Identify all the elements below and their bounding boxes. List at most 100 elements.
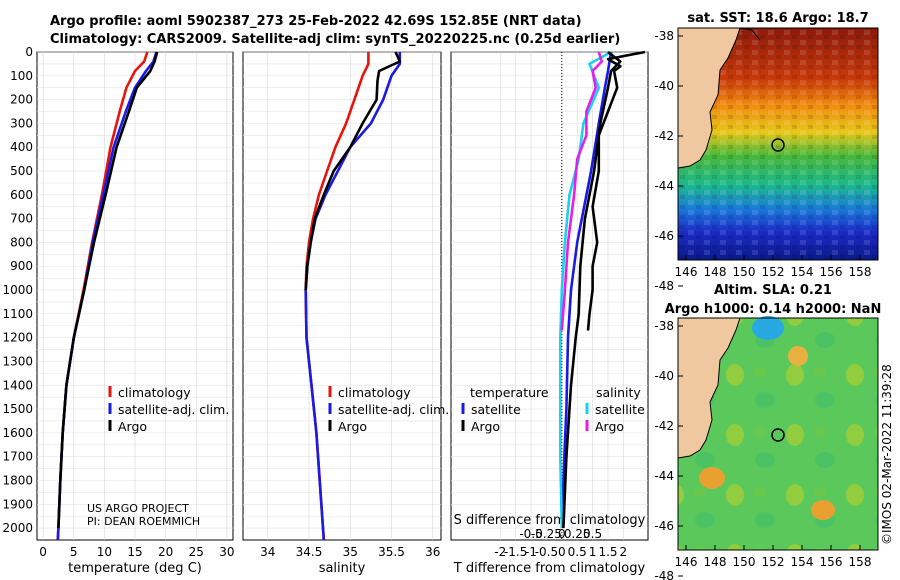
diff-line-t-satellite (560, 51, 613, 529)
x-tick-label: -1 (525, 545, 537, 559)
x-tick-label: 1 (589, 545, 597, 559)
diff-line-t-argo (562, 50, 622, 529)
depth-tick-label: 2000 (2, 521, 33, 535)
x-axis-label: salinity (319, 561, 366, 576)
lat-tick-label: -42 (654, 419, 674, 433)
lon-tick-label: 152 (762, 555, 785, 569)
s-tick-label: -0.5 (519, 527, 542, 541)
pi-note: PI: DEAN ROEMMICH (87, 515, 200, 528)
depth-tick-label: 1100 (2, 307, 33, 321)
climatology-title: Climatology: CARS2009. Satellite-adj cli… (50, 32, 621, 47)
diff-line-s-argo (560, 51, 604, 331)
temperature-line-argo (57, 51, 159, 529)
legend-s-title: salinity (596, 385, 641, 400)
s-tick-label: 0.25 (564, 527, 591, 541)
lat-tick-label: -44 (654, 179, 674, 193)
depth-tick-label: 1000 (2, 283, 33, 297)
lat-tick-label: -40 (654, 369, 674, 383)
lon-tick-label: 156 (820, 265, 843, 279)
lon-tick-label: 158 (849, 265, 872, 279)
sla-high-anomaly-3 (788, 346, 808, 366)
depth-tick-label: 500 (10, 164, 33, 178)
s-tick-label: -0.25 (531, 527, 562, 541)
x-tick-label: -1.5 (504, 545, 527, 559)
temperature-panel: 0 5 10 15 20 25 30 temperature (deg C) 0 100 200 30… (2, 45, 234, 576)
sst-map: sat. SST: 18.6 Argo: 18.7 -38 -40 -42 -44 -4… (654, 11, 879, 293)
sla-map-frame (677, 317, 879, 551)
x-tick-label: -0.5 (535, 545, 558, 559)
argo-location-marker-sst (771, 138, 785, 152)
x-tick-label: 0.5 (568, 545, 587, 559)
legend-label: climatology (118, 385, 191, 400)
diff-line-argo-black (586, 50, 646, 331)
depth-tick-label: 1900 (2, 497, 33, 511)
lat-tick-label: -48 (654, 279, 674, 293)
x-tick-label: 1.5 (598, 545, 617, 559)
lon-tick-label: 152 (762, 265, 785, 279)
x-axis-label: T difference from climatology (453, 561, 646, 576)
s-axis-label: S difference from climatology (454, 513, 646, 528)
sst-map-frame (677, 27, 879, 261)
depth-tick-label: 200 (10, 93, 33, 107)
lon-tick-label: 158 (849, 555, 872, 569)
plot-area (242, 51, 442, 541)
legend-label: satellite-adj. clim. (118, 402, 229, 417)
depth-tick-label: 1600 (2, 426, 33, 440)
profile-title: Argo profile: aoml 5902387_273 25-Feb-20… (50, 14, 582, 29)
lat-tick-label: -38 (654, 29, 674, 43)
salinity-panel: 34 34.5 35 35.5 36 salinity climatology satelli… (242, 51, 449, 576)
lat-tick-label: -38 (654, 319, 674, 333)
sst-map-title: sat. SST: 18.6 Argo: 18.7 (687, 11, 868, 26)
depth-tick-label: 1800 (2, 473, 33, 487)
imos-credit: ©IMOS 02-Mar-2022 11:39:28 (880, 364, 894, 545)
x-tick-label: 10 (97, 545, 112, 559)
lat-tick-label: -46 (654, 519, 674, 533)
depth-tick-label: 1300 (2, 354, 33, 368)
legend-label: Argo (595, 419, 624, 434)
depth-tick-label: 0 (25, 45, 33, 59)
legend-label: satellite (595, 402, 645, 417)
sla-low-anomaly (752, 316, 784, 340)
x-tick-label: 34 (260, 545, 275, 559)
lon-tick-label: 150 (733, 265, 756, 279)
legend-label: satellite (471, 402, 521, 417)
x-tick-label: 35.5 (378, 545, 405, 559)
x-tick-label: 0 (39, 545, 47, 559)
sla-high-anomaly-2 (811, 500, 835, 520)
depth-tick-label: 400 (10, 140, 33, 154)
australia-coast-sla (677, 317, 741, 459)
lat-tick-label: -40 (654, 79, 674, 93)
lat-tick-label: -42 (654, 129, 674, 143)
legend-label: Argo (471, 419, 500, 434)
legend-label: Argo (338, 419, 367, 434)
lon-tick-label: 148 (704, 265, 727, 279)
lon-tick-label: 154 (791, 555, 814, 569)
x-tick-label: 5 (70, 545, 78, 559)
salinity-line-argo (304, 51, 402, 291)
s-tick-label: 0.5 (583, 527, 602, 541)
depth-tick-label: 1200 (2, 331, 33, 345)
x-tick-label: 36 (425, 545, 440, 559)
argo-location-marker-sla (771, 428, 785, 442)
depth-tick-label: 300 (10, 116, 33, 130)
depth-tick-label: 800 (10, 235, 33, 249)
s-tick-label: 0 (558, 527, 566, 541)
lon-tick-label: 146 (675, 265, 698, 279)
x-tick-label: 2 (620, 545, 628, 559)
australia-coast-sst (677, 27, 741, 169)
depth-tick-label: 1500 (2, 402, 33, 416)
lat-tick-label: -46 (654, 229, 674, 243)
legend-label: climatology (338, 385, 411, 400)
x-tick-label: 30 (219, 545, 234, 559)
diff-line-s-satellite (559, 50, 612, 529)
x-tick-label: 0 (558, 545, 566, 559)
sla-title-2: Argo h1000: 0.14 h2000: NaN (665, 302, 882, 317)
lon-tick-label: 154 (791, 265, 814, 279)
sla-map: Altim. SLA: 0.21 Argo h1000: 0.14 h2000:… (654, 283, 881, 580)
lon-tick-label: 150 (733, 555, 756, 569)
sla-high-anomaly-1 (699, 467, 725, 489)
depth-tick-label: 700 (10, 212, 33, 226)
x-tick-label: 15 (127, 545, 142, 559)
x-tick-label: 25 (189, 545, 204, 559)
